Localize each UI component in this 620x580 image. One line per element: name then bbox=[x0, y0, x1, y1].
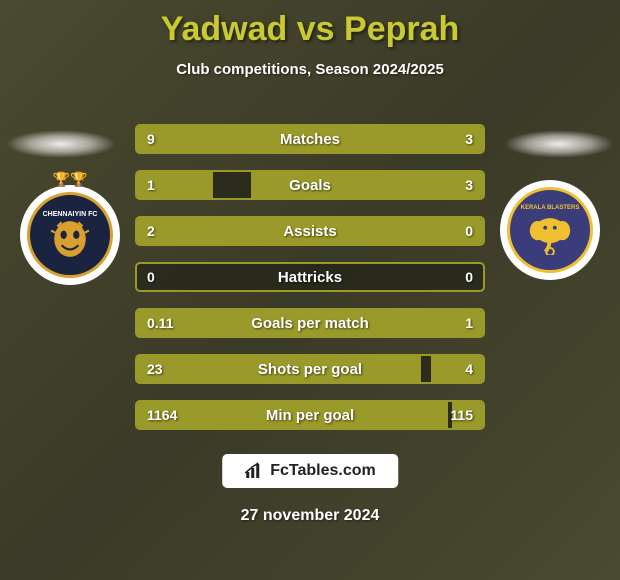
subtitle: Club competitions, Season 2024/2025 bbox=[0, 61, 620, 78]
stat-row: 1 Goals 3 bbox=[135, 170, 485, 200]
team-name-left: CHENNAIYIN FC bbox=[43, 211, 98, 218]
date-label: 27 november 2024 bbox=[0, 507, 620, 525]
stat-label: Shots per goal bbox=[137, 356, 483, 382]
stat-value-right: 0 bbox=[465, 264, 473, 290]
trophy-icon: 🏆🏆 bbox=[20, 171, 120, 188]
chart-icon bbox=[244, 462, 264, 480]
stat-row: 1164 Min per goal 115 bbox=[135, 400, 485, 430]
stat-value-right: 3 bbox=[465, 172, 473, 198]
team-name-right: KERALA BLASTERS bbox=[521, 205, 580, 212]
stat-row: 9 Matches 3 bbox=[135, 124, 485, 154]
stat-label: Goals bbox=[137, 172, 483, 198]
team-badge-right: KERALA BLASTERS bbox=[500, 180, 600, 280]
stat-value-right: 0 bbox=[465, 218, 473, 244]
stat-value-right: 4 bbox=[465, 356, 473, 382]
player-placeholder-right bbox=[504, 130, 614, 158]
stat-row: 0 Hattricks 0 bbox=[135, 262, 485, 292]
stat-label: Hattricks bbox=[137, 264, 483, 290]
stat-value-right: 3 bbox=[465, 126, 473, 152]
stat-value-right: 115 bbox=[450, 402, 473, 428]
page-title: Yadwad vs Peprah bbox=[0, 0, 620, 49]
stat-label: Min per goal bbox=[137, 402, 483, 428]
player-placeholder-left bbox=[6, 130, 116, 158]
stat-label: Assists bbox=[137, 218, 483, 244]
stat-row: 0.11 Goals per match 1 bbox=[135, 308, 485, 338]
stats-container: 9 Matches 3 1 Goals 3 2 Assists 0 0 Hatt… bbox=[135, 124, 485, 446]
stat-value-right: 1 bbox=[465, 310, 473, 336]
site-badge[interactable]: FcTables.com bbox=[222, 454, 398, 488]
stat-label: Matches bbox=[137, 126, 483, 152]
stat-label: Goals per match bbox=[137, 310, 483, 336]
team-badge-left: 🏆🏆 CHENNAIYIN FC bbox=[20, 185, 120, 285]
stat-row: 2 Assists 0 bbox=[135, 216, 485, 246]
elephant-icon bbox=[526, 211, 574, 255]
site-name: FcTables.com bbox=[270, 462, 376, 480]
stat-row: 23 Shots per goal 4 bbox=[135, 354, 485, 384]
mask-icon bbox=[49, 218, 91, 260]
